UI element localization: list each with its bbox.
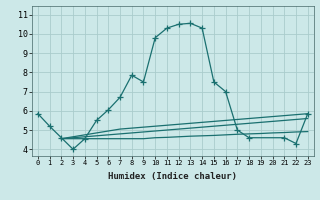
X-axis label: Humidex (Indice chaleur): Humidex (Indice chaleur) [108,172,237,181]
